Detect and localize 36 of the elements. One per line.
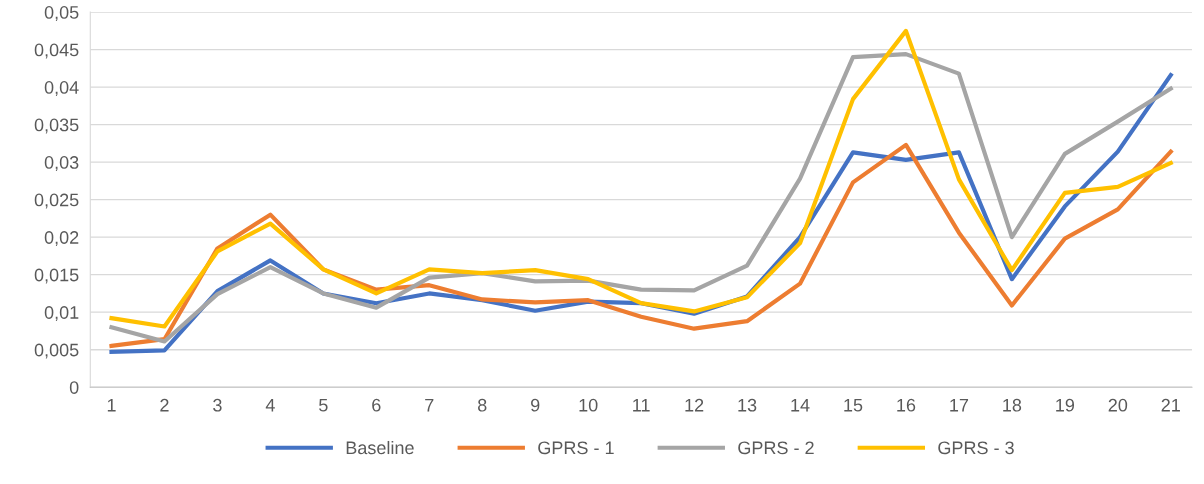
x-tick-label: 19 [1056, 398, 1075, 412]
x-tick-label: 5 [319, 398, 328, 412]
x-tick-label: 13 [738, 398, 757, 412]
x-tick-label: 8 [478, 398, 487, 412]
x-tick-label: 4 [265, 398, 275, 412]
y-tick-label: 0 [69, 381, 79, 394]
legend-label: GPRS - 1 [538, 441, 614, 455]
y-tick-label: 0,04 [44, 81, 79, 96]
x-tick-label: 14 [791, 398, 810, 412]
y-tick-label: 0,01 [44, 306, 79, 322]
y-tick-label: 0,035 [34, 118, 79, 134]
x-tick-label: 10 [579, 398, 598, 412]
y-tick-label: 0,025 [34, 193, 79, 209]
x-tick-label: 20 [1108, 398, 1128, 412]
x-tick-label: 9 [531, 398, 540, 412]
x-tick-label: 1 [107, 398, 116, 412]
x-tick-label: 16 [897, 398, 916, 412]
x-tick-label: 12 [685, 398, 704, 412]
legend-label: Baseline [346, 440, 414, 455]
x-tick-label: 11 [633, 398, 650, 412]
y-tick-label: 0,005 [34, 343, 79, 359]
x-tick-label: 15 [844, 398, 863, 412]
y-tick-label: 0,02 [44, 231, 79, 247]
x-tick-label: 3 [213, 398, 222, 412]
y-tick-label: 0,015 [34, 268, 79, 284]
y-tick-label: 0,045 [34, 43, 79, 59]
y-tick-label: 0,03 [44, 156, 79, 171]
x-tick-label: 2 [160, 398, 169, 412]
legend-label: GPRS - 3 [938, 441, 1014, 455]
x-tick-label: 7 [425, 398, 434, 412]
y-tick-label: 0,05 [44, 6, 79, 21]
x-tick-label: 18 [1003, 398, 1022, 412]
x-tick-label: 6 [372, 398, 381, 412]
x-tick-label: 21 [1161, 398, 1180, 412]
legend-label: GPRS - 2 [738, 441, 814, 455]
x-tick-label: 17 [950, 398, 969, 412]
